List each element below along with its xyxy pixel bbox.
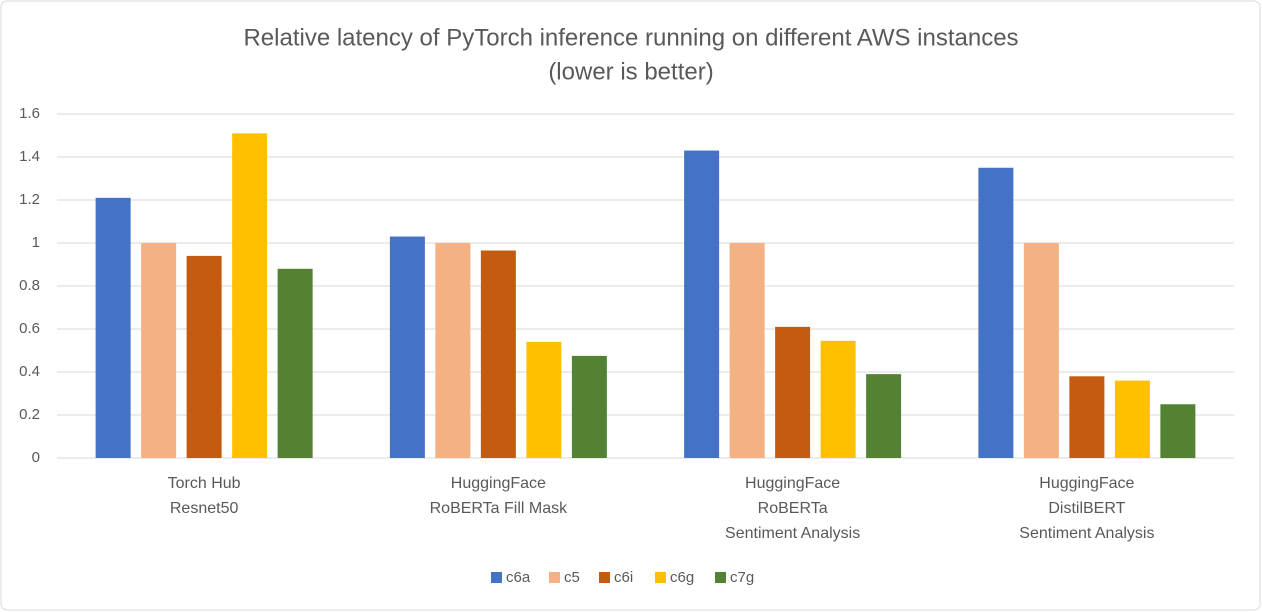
chart-title: Relative latency of PyTorch inference ru… [243,24,1018,51]
x-tick-line: HuggingFace [451,475,546,492]
y-tick-label: 1 [32,234,40,251]
legend-swatch [655,572,666,583]
bar [729,243,765,458]
bar [684,150,720,459]
x-tick-line: Resnet50 [170,500,239,517]
bar [277,268,313,458]
x-tick-label: HuggingFace DistilBERT Sentiment Analysis [1019,475,1154,542]
legend-label: c6g [670,569,694,586]
x-tick-line: Sentiment Analysis [725,525,860,542]
bar [389,236,425,458]
x-tick-label: Torch Hub Resnet50 [168,475,241,517]
x-tick-line: HuggingFace [745,475,840,492]
bar [571,355,607,458]
legend-swatch [599,572,610,583]
bar [526,341,562,458]
bar [1023,243,1059,458]
y-tick-label: 0.4 [19,363,40,380]
bar [95,197,131,458]
bar [232,133,268,458]
bar [435,243,471,458]
bar [1069,376,1105,458]
x-tick-line: Torch Hub [168,475,241,492]
legend-swatch [491,572,502,583]
x-tick-line: RoBERTa [758,500,828,517]
bar [820,340,856,458]
bar [480,250,516,458]
bar [141,243,177,458]
x-tick-line: DistilBERT [1048,500,1125,517]
y-tick-label: 0 [32,449,40,466]
chart-subtitle: (lower is better) [548,58,713,85]
x-tick-line: RoBERTa Fill Mask [430,500,569,517]
legend-label: c7g [730,569,754,586]
bar [775,326,811,458]
x-tick-line: HuggingFace [1039,475,1134,492]
y-tick-label: 1.2 [19,191,40,208]
x-tick-line: Sentiment Analysis [1019,525,1154,542]
legend-label: c6i [614,569,633,586]
y-tick-label: 0.6 [19,320,40,337]
y-tick-label: 0.8 [19,277,40,294]
y-tick-label: 0.2 [19,406,40,423]
bar [978,167,1014,458]
y-tick-label: 1.4 [19,148,40,165]
x-tick-label: HuggingFace RoBERTa Fill Mask [430,475,569,517]
y-tick-label: 1.6 [19,105,40,122]
bar [186,255,222,458]
x-tick-label: HuggingFace RoBERTa Sentiment Analysis [725,475,860,542]
bar [866,374,902,458]
legend-label: c6a [506,569,531,586]
legend-label: c5 [564,569,580,586]
bar [1114,380,1150,458]
legend-swatch [715,572,726,583]
legend-swatch [549,572,560,583]
bar [1160,404,1196,458]
